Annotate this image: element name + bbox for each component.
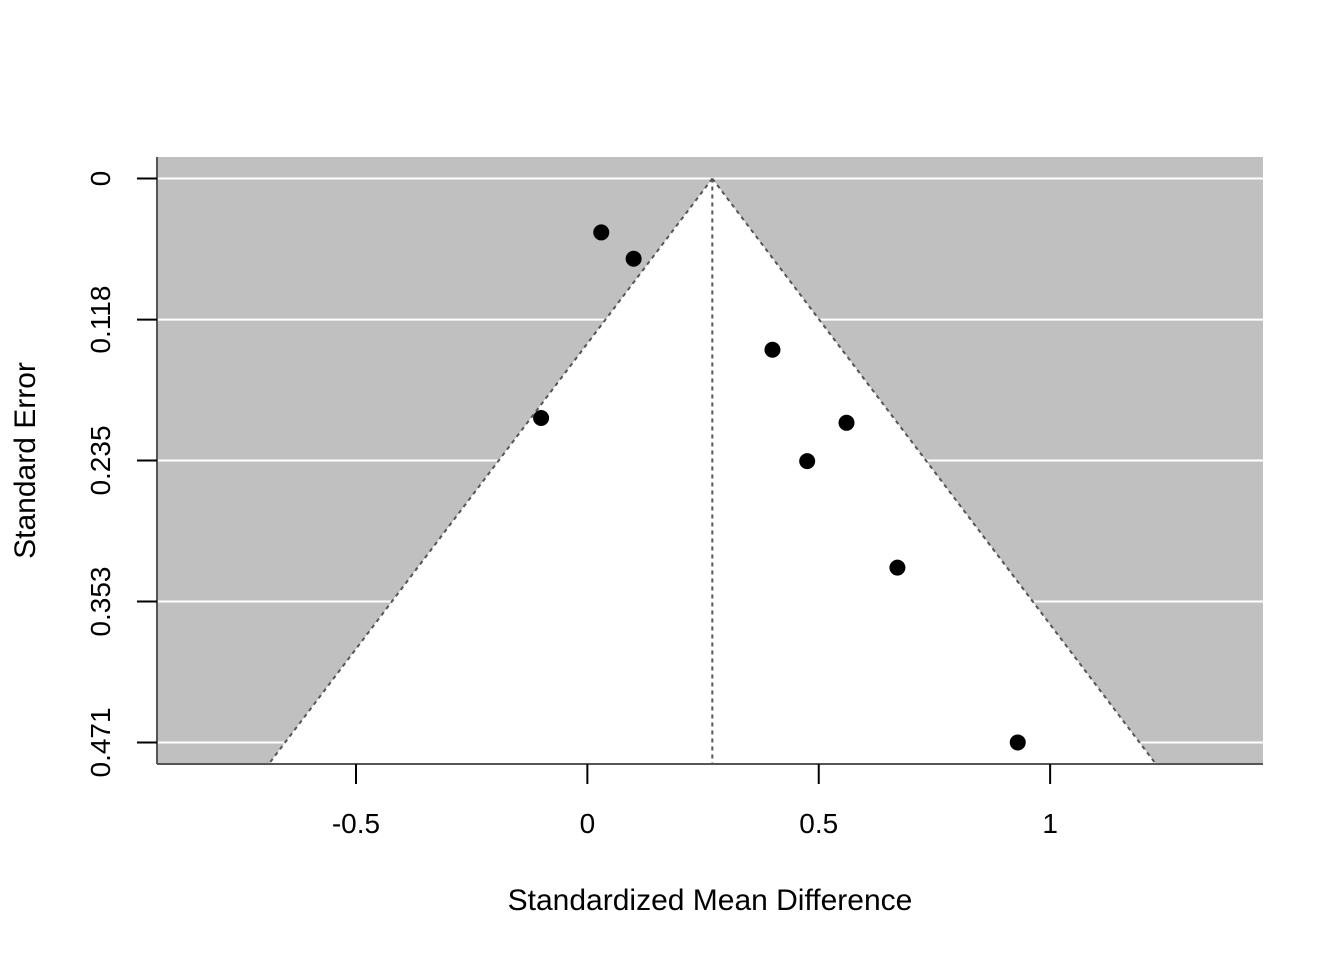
y-axis-title: Standard Error	[9, 362, 42, 559]
x-tick-label: 0	[580, 808, 596, 839]
y-tick-label: 0.353	[85, 566, 116, 636]
funnel-right-boundary	[711, 177, 1157, 765]
x-axis-title: Standardized Mean Difference	[508, 884, 913, 917]
data-point	[1009, 734, 1026, 751]
y-tick-label: 0.471	[85, 707, 116, 777]
x-tick-label: -0.5	[332, 808, 380, 839]
x-tick-label: 1	[1042, 808, 1058, 839]
funnel-region	[268, 178, 1156, 764]
data-point	[764, 341, 781, 358]
data-point	[625, 250, 642, 267]
y-tick-label: 0.235	[85, 425, 116, 495]
x-tick-label: 0.5	[799, 808, 838, 839]
data-point	[799, 453, 816, 470]
data-point	[838, 414, 855, 431]
y-tick-label: 0.118	[85, 286, 116, 354]
data-point	[889, 559, 906, 576]
funnel-left-boundary	[267, 177, 714, 765]
data-point	[593, 224, 610, 241]
data-point	[533, 409, 550, 426]
y-tick-label: 0	[85, 171, 116, 187]
